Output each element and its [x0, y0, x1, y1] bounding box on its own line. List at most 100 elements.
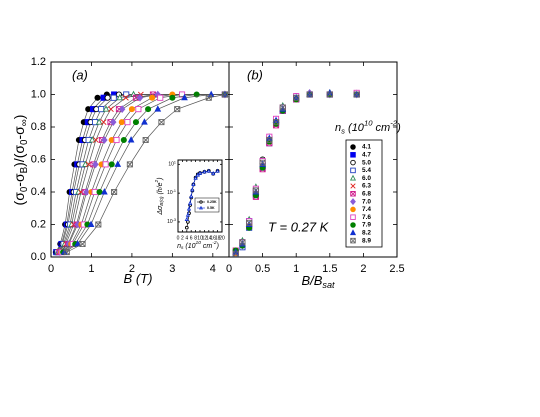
legend-label: 0.25K	[207, 200, 217, 204]
label-part: sat	[322, 280, 335, 290]
x-tick-label: 1.5	[322, 263, 337, 275]
data-point	[239, 239, 246, 246]
label-part: 0	[19, 139, 30, 145]
data-point	[74, 240, 82, 247]
label-part: B (T)	[124, 271, 153, 286]
x-tick-label: 0.5	[255, 263, 270, 275]
x-axis-label: B (T)	[124, 271, 153, 286]
x-tick-label: 3	[169, 263, 175, 275]
panel	[177, 159, 223, 233]
label-part: )	[11, 115, 27, 120]
label-part: 10	[364, 119, 373, 128]
data-point	[100, 119, 107, 126]
label-part: -σ	[11, 126, 27, 140]
data-point	[101, 188, 108, 195]
data-point	[306, 91, 313, 98]
frame	[228, 61, 398, 258]
tick-text: 0.4	[31, 186, 46, 198]
label-part: s	[181, 246, 184, 251]
label-part: )/(σ	[11, 145, 27, 167]
legend-marker	[349, 174, 357, 181]
data-point	[259, 159, 266, 166]
label-part: ∞	[19, 119, 30, 126]
legend-marker	[350, 159, 356, 166]
legend-label: 6.3	[362, 183, 371, 190]
x-tick-label: 2	[129, 263, 135, 275]
legend-label: 7.4	[362, 206, 371, 213]
legend-marker	[350, 152, 356, 158]
x-tick-label: 0	[226, 263, 232, 275]
data-point	[108, 161, 115, 168]
legend-marker	[349, 229, 357, 236]
legend-item: 7.6	[350, 214, 371, 221]
label-part: B(0)	[159, 196, 165, 206]
data-point	[197, 170, 203, 175]
legend-label: 0.5K	[207, 206, 215, 210]
legend-item: 4.7	[350, 152, 371, 159]
data-point	[136, 93, 144, 102]
legend-marker	[199, 205, 203, 210]
legend-label: 7.6	[362, 214, 371, 221]
data-point	[113, 136, 120, 144]
legend-item: 6.0	[349, 174, 371, 182]
data-point	[87, 220, 95, 228]
data-point	[88, 136, 96, 143]
legend-box	[345, 139, 383, 248]
legend-item: 5.4	[350, 167, 371, 174]
label-part: -2	[390, 119, 398, 128]
data-point	[187, 200, 193, 205]
tick-text: 0.6	[31, 153, 46, 165]
label-part: (10	[345, 122, 365, 134]
y-tick-label: 0.8	[31, 121, 46, 133]
data-point	[92, 137, 99, 143]
y-tick-label: 0.0	[31, 251, 46, 263]
data-point	[193, 175, 198, 180]
legend-item: 5.0	[350, 159, 371, 166]
data-point	[157, 94, 164, 101]
data-point	[110, 94, 117, 101]
label-part: (10	[183, 243, 195, 250]
x-tick-label: 1	[88, 263, 94, 275]
data-point	[215, 168, 220, 173]
data-point	[185, 212, 191, 217]
label-part: -σ	[11, 173, 27, 187]
data-point	[102, 105, 110, 112]
data-point	[184, 225, 189, 230]
legend-item: 8.2	[349, 229, 371, 237]
data-point	[174, 106, 181, 113]
data-point	[252, 187, 259, 194]
panel-label: (b)	[247, 67, 263, 82]
label-part: s	[341, 126, 345, 135]
x-tick-label: 2	[181, 235, 184, 241]
data-point	[111, 188, 118, 196]
panel-label: (a)	[72, 67, 88, 82]
label-part: 0	[19, 186, 30, 192]
y-tick-label: 101	[168, 160, 176, 167]
data-point	[95, 118, 103, 125]
legend-marker	[350, 144, 356, 150]
legend-item: 6.8	[350, 191, 371, 198]
data-point	[114, 160, 122, 167]
legend-marker	[350, 237, 356, 244]
data-point	[126, 161, 133, 168]
legend-label: 7.9	[362, 222, 371, 229]
data-point	[85, 161, 92, 168]
data-point	[63, 249, 70, 256]
tick-text: 10	[167, 219, 173, 225]
legend-item: 6.3	[350, 183, 371, 190]
frame	[177, 159, 223, 233]
tick-exponent: -3	[173, 218, 176, 222]
data-point	[246, 219, 253, 226]
x-tick-label: 16	[210, 235, 216, 241]
label-part: Δσ	[157, 205, 164, 216]
data-point	[206, 168, 211, 173]
data-point	[186, 206, 192, 211]
legend-label: 5.0	[362, 159, 371, 166]
legend-marker	[199, 200, 203, 204]
data-point	[141, 118, 148, 125]
tick-text: 10	[167, 190, 173, 196]
series-line	[66, 94, 226, 253]
data-point	[158, 119, 165, 126]
y-tick-label: 0.2	[31, 218, 46, 230]
